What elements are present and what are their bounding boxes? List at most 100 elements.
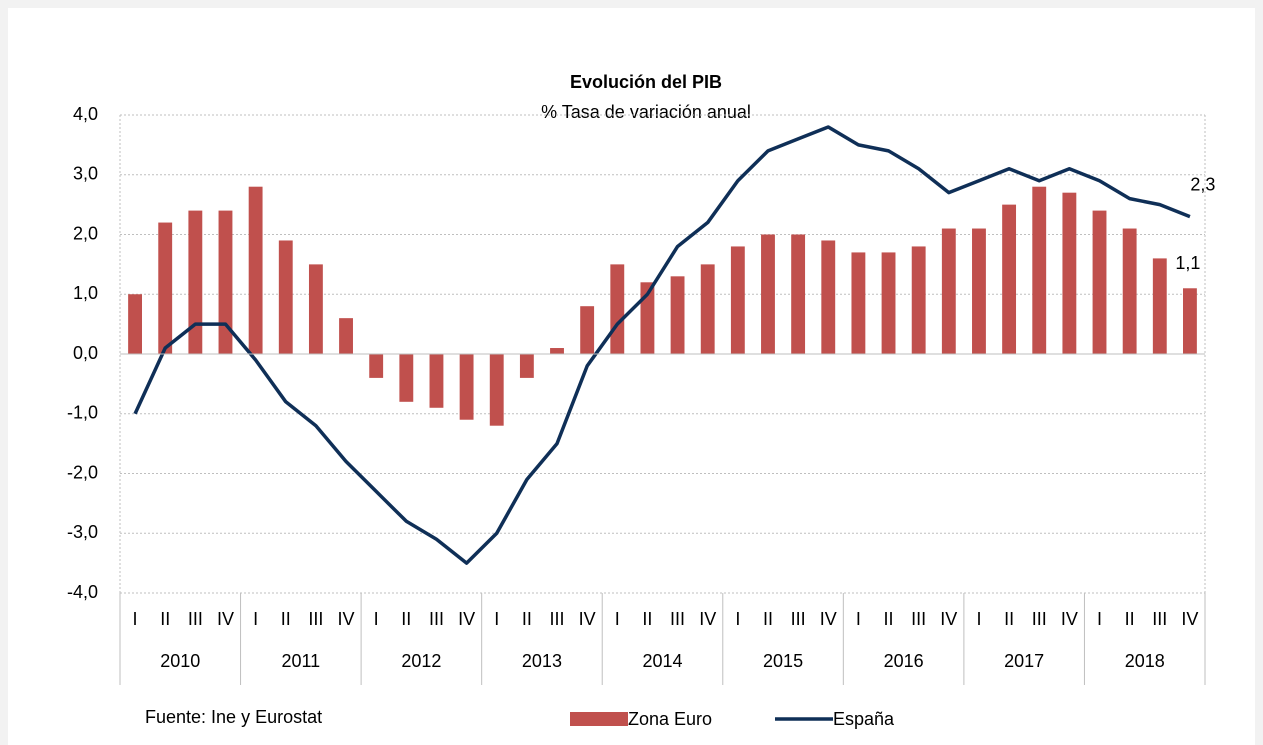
bar <box>459 354 474 420</box>
bar <box>339 318 353 354</box>
bar <box>670 276 685 354</box>
x-tick-label: II <box>522 609 532 629</box>
x-tick-label: II <box>160 609 170 629</box>
bar <box>851 252 866 354</box>
x-tick-label: III <box>1152 609 1167 629</box>
bar <box>700 264 715 354</box>
y-tick-label: -3,0 <box>67 522 98 542</box>
x-tick-label: II <box>763 609 773 629</box>
x-tick-label: IV <box>458 609 475 629</box>
x-tick-label: II <box>884 609 894 629</box>
line <box>133 125 1191 565</box>
x-tick-label: II <box>642 609 652 629</box>
y-tick-label: 4,0 <box>73 104 98 124</box>
x-tick-label: I <box>1097 609 1102 629</box>
x-tick-label: I <box>615 609 620 629</box>
x-group-label: 2018 <box>1125 651 1165 671</box>
bar <box>580 306 595 354</box>
x-tick-label: II <box>281 609 291 629</box>
bar <box>972 228 986 354</box>
y-tick-label: 0,0 <box>73 343 98 363</box>
bar <box>761 234 775 354</box>
bar <box>158 222 173 354</box>
bar <box>248 186 263 354</box>
x-group-label: 2012 <box>401 651 441 671</box>
bar <box>399 354 414 402</box>
x-tick-label: I <box>976 609 981 629</box>
chart-title: Evolución del PIB <box>570 72 722 92</box>
chart-subtitle: % Tasa de variación anual <box>541 102 751 122</box>
legend-swatch <box>570 712 628 726</box>
bar <box>308 264 323 354</box>
x-group-label: 2017 <box>1004 651 1044 671</box>
bar <box>640 282 655 354</box>
x-tick-label: IV <box>1181 609 1198 629</box>
legend-label: Zona Euro <box>628 709 712 729</box>
bar <box>429 354 444 408</box>
y-tick-label: -4,0 <box>67 582 98 602</box>
bar <box>791 234 806 354</box>
y-tick-label: 2,0 <box>73 223 98 243</box>
y-tick-label: 3,0 <box>73 164 98 184</box>
x-group-label: 2013 <box>522 651 562 671</box>
x-group-label: 2016 <box>884 651 924 671</box>
x-group-label: 2014 <box>642 651 682 671</box>
bar <box>489 354 504 426</box>
x-tick-label: II <box>1125 609 1135 629</box>
x-tick-label: IV <box>1061 609 1078 629</box>
bar <box>1122 228 1137 354</box>
chart-background <box>8 8 1255 745</box>
x-tick-label: IV <box>820 609 837 629</box>
bar <box>730 246 745 354</box>
x-tick-label: III <box>911 609 926 629</box>
x-tick-label: IV <box>217 609 234 629</box>
bar <box>278 240 293 354</box>
x-tick-label: III <box>791 609 806 629</box>
bar <box>1092 210 1107 354</box>
bar <box>911 246 926 354</box>
x-tick-label: I <box>374 609 379 629</box>
x-tick-label: IV <box>579 609 596 629</box>
bar <box>1152 258 1167 354</box>
x-tick-label: III <box>670 609 685 629</box>
x-tick-label: IV <box>338 609 355 629</box>
y-tick-label: -2,0 <box>67 462 98 482</box>
x-tick-label: III <box>429 609 444 629</box>
x-tick-label: III <box>308 609 323 629</box>
bar <box>941 228 956 354</box>
x-group-label: 2010 <box>160 651 200 671</box>
bar <box>1182 288 1197 354</box>
bar <box>519 354 534 378</box>
x-tick-label: I <box>856 609 861 629</box>
x-tick-label: III <box>1032 609 1047 629</box>
bar <box>218 210 233 354</box>
bar <box>1002 204 1017 354</box>
bar <box>128 294 143 354</box>
x-tick-label: I <box>735 609 740 629</box>
bar <box>188 210 203 354</box>
bar <box>1062 192 1077 354</box>
x-tick-label: IV <box>940 609 957 629</box>
x-tick-label: I <box>494 609 499 629</box>
source-note: Fuente: Ine y Eurostat <box>145 707 322 727</box>
bar <box>550 348 564 354</box>
x-group-label: 2015 <box>763 651 803 671</box>
x-tick-label: III <box>550 609 565 629</box>
x-tick-label: II <box>1004 609 1014 629</box>
bar <box>369 354 384 378</box>
bar <box>821 240 836 354</box>
legend-label: España <box>833 709 895 729</box>
data-label: 2,3 <box>1190 174 1215 194</box>
x-tick-label: II <box>401 609 411 629</box>
x-group-label: 2011 <box>281 651 320 671</box>
bar <box>610 264 625 354</box>
x-tick-label: IV <box>699 609 716 629</box>
x-tick-label: I <box>133 609 138 629</box>
x-tick-label: III <box>188 609 203 629</box>
bar <box>881 252 896 354</box>
data-label: 1,1 <box>1175 253 1200 273</box>
bar <box>1032 186 1047 354</box>
y-tick-label: 1,0 <box>73 283 98 303</box>
